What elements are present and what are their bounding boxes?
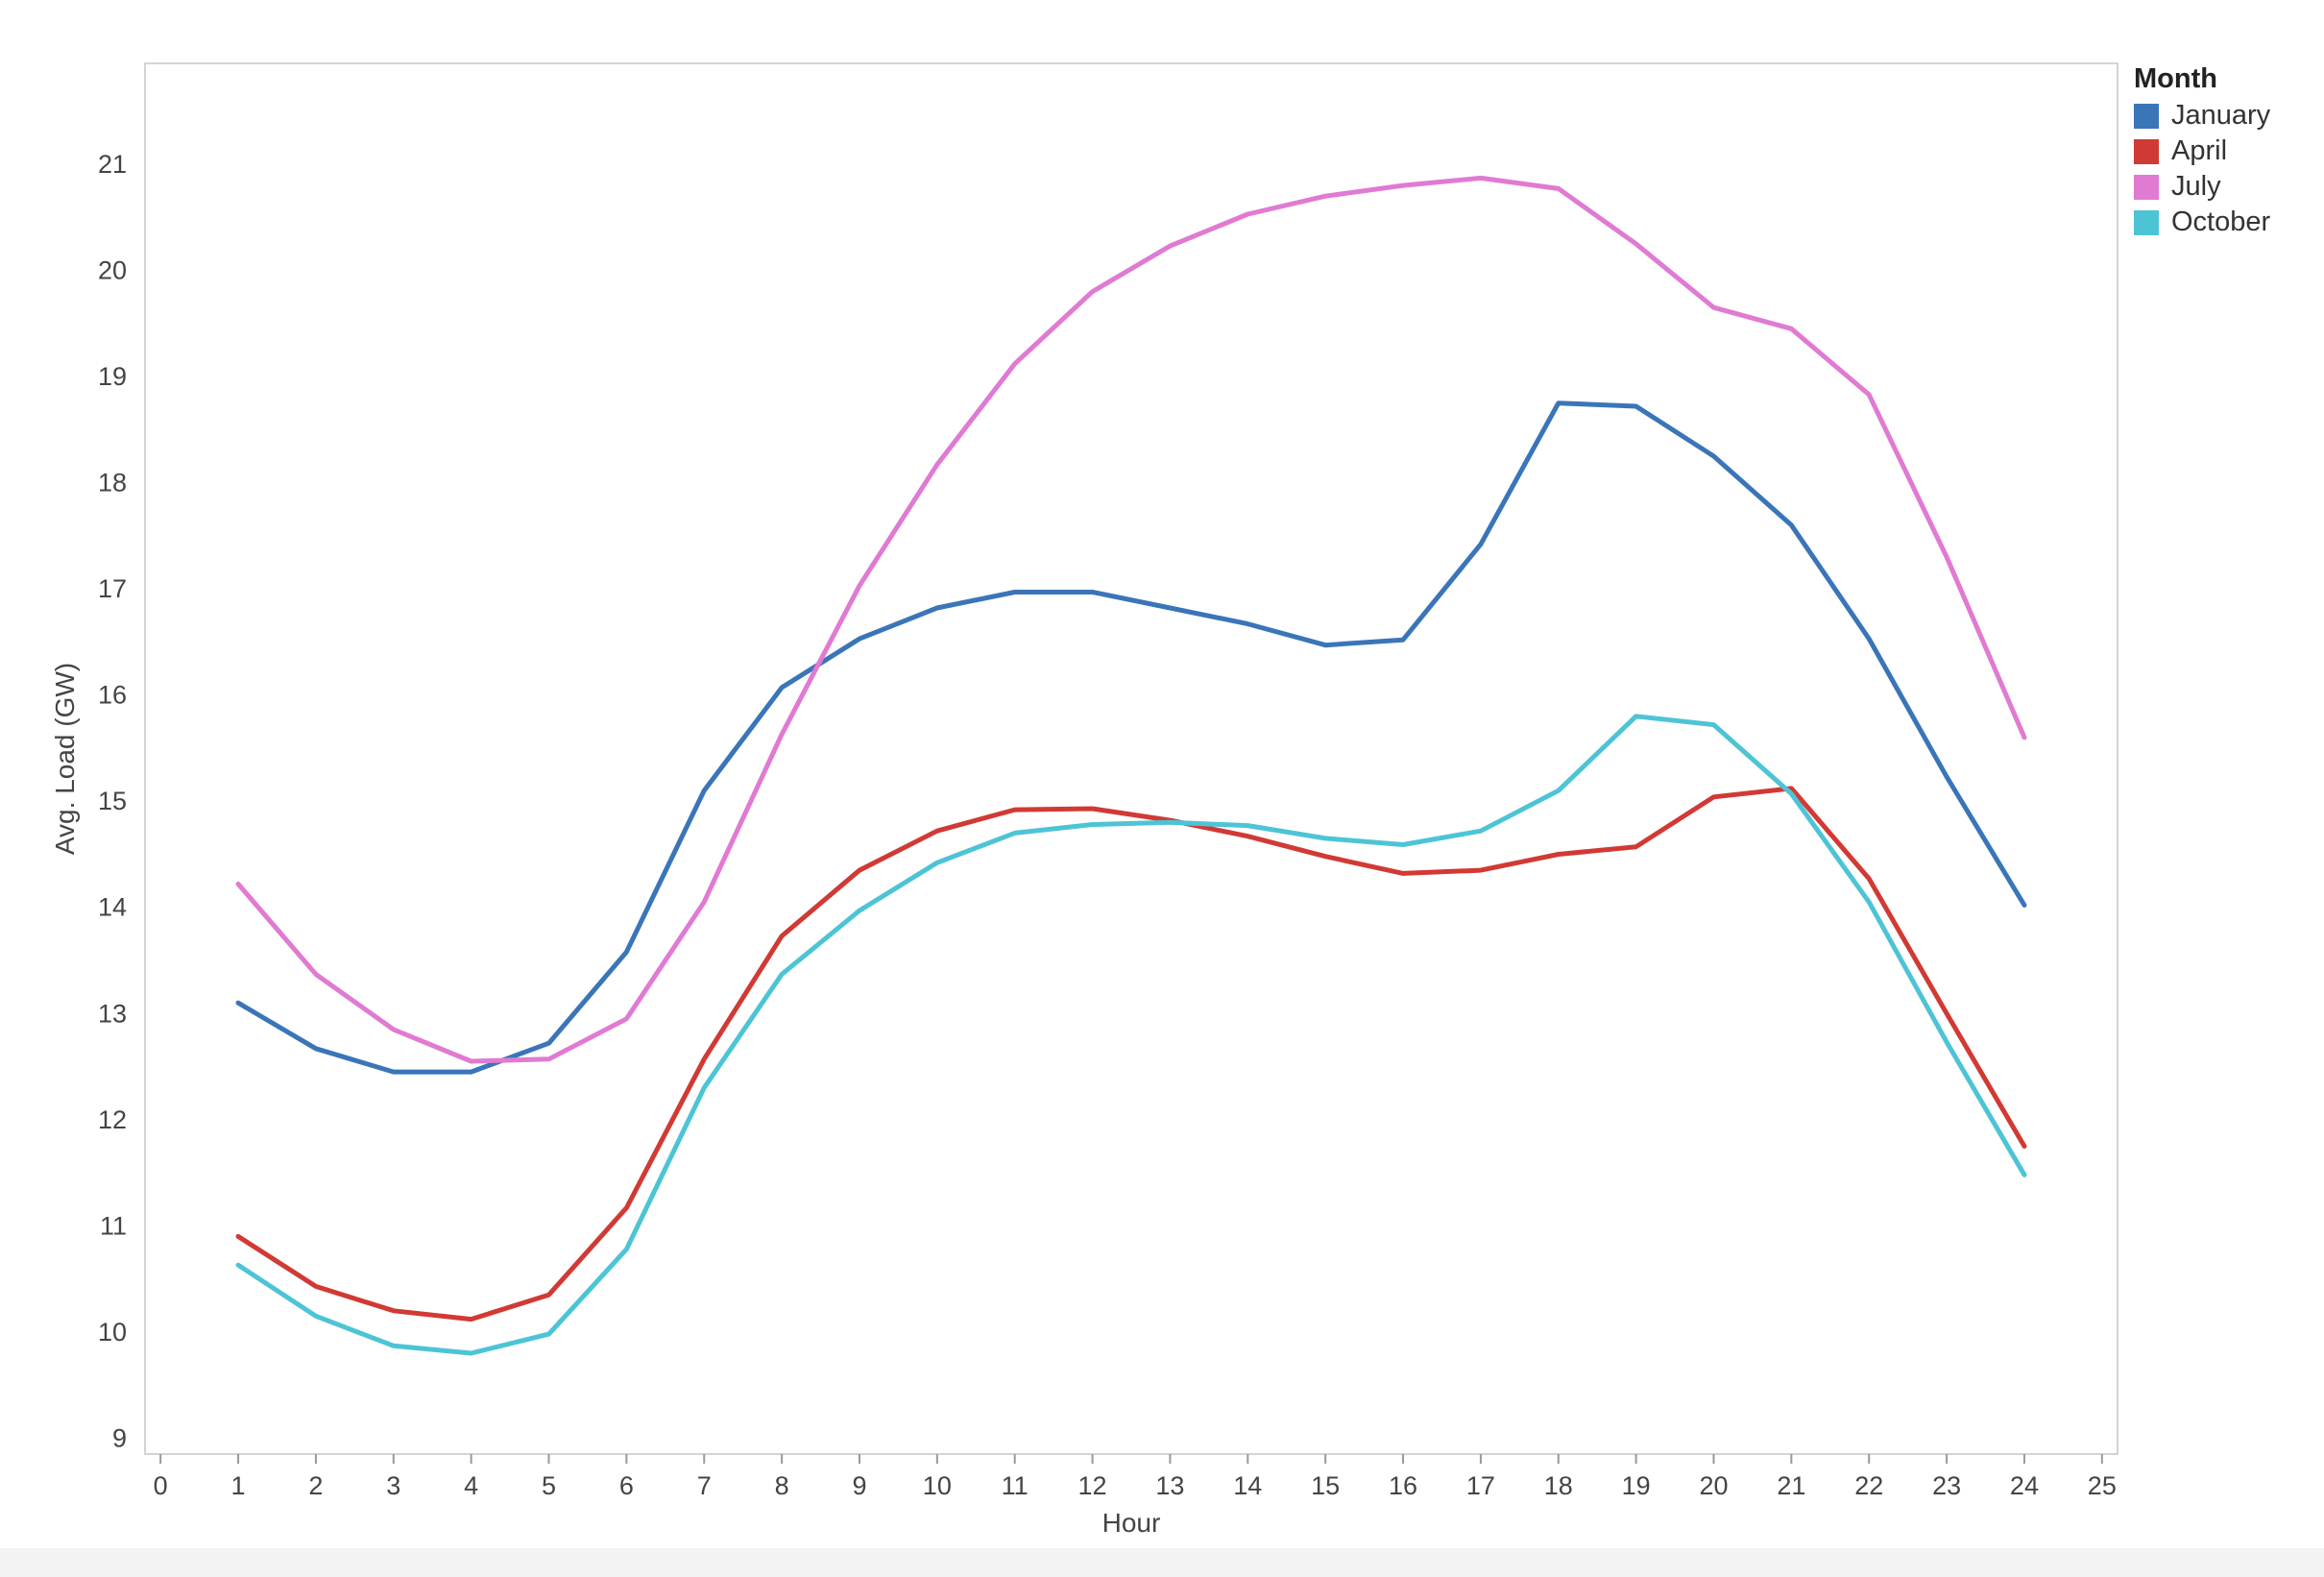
legend-swatch xyxy=(2134,174,2159,200)
series-line-january xyxy=(235,400,2027,1075)
x-tick-label: 18 xyxy=(1544,1471,1573,1500)
series-line-april xyxy=(235,786,2027,1322)
legend-items: January April July October xyxy=(2134,98,2316,240)
x-tick-label: 11 xyxy=(1002,1471,1029,1500)
y-tick-label: 12 xyxy=(98,1105,127,1134)
y-tick-label: 21 xyxy=(98,150,127,179)
y-tick-label: 14 xyxy=(98,893,127,922)
y-tick-label: 16 xyxy=(98,681,127,710)
x-tick-label: 7 xyxy=(697,1471,712,1500)
x-axis: 0 1 2 3 4 5 6 7 8 9 10 11 12 13 14 15 16 17 18 19 20 21 22 23 24… xyxy=(154,1454,2117,1500)
y-tick-label: 9 xyxy=(112,1423,127,1452)
y-tick-label: 15 xyxy=(98,787,127,815)
x-tick-label: 16 xyxy=(1389,1471,1417,1500)
x-tick-label: 17 xyxy=(1466,1471,1495,1500)
x-tick-label: 5 xyxy=(542,1471,556,1500)
x-tick-label: 21 xyxy=(1777,1471,1805,1500)
legend-item-july[interactable]: July xyxy=(2134,169,2316,205)
series-lines xyxy=(235,175,2027,1356)
legend-label: April xyxy=(2171,135,2228,166)
x-tick-label: 22 xyxy=(1854,1471,1883,1500)
x-tick-label: 24 xyxy=(2010,1471,2039,1500)
legend-label: July xyxy=(2171,171,2221,202)
x-tick-label: 9 xyxy=(852,1471,866,1500)
x-tick-label: 4 xyxy=(464,1471,478,1500)
y-tick-label: 18 xyxy=(98,469,127,497)
y-tick-label: 13 xyxy=(98,999,127,1028)
x-tick-label: 14 xyxy=(1233,1471,1262,1500)
legend-swatch xyxy=(2134,103,2159,129)
x-tick-label: 23 xyxy=(1932,1471,1961,1500)
legend-swatch xyxy=(2134,209,2159,235)
y-tick-label: 20 xyxy=(98,256,127,285)
legend-item-october[interactable]: October xyxy=(2134,205,2316,240)
legend-title: Month xyxy=(2134,63,2217,94)
legend-item-april[interactable]: April xyxy=(2134,133,2316,169)
y-axis: 9 10 11 12 13 14 15 16 17 18 19 20 21 xyxy=(98,150,127,1452)
legend: Month January April July October xyxy=(2134,63,2316,240)
x-tick-label: 6 xyxy=(619,1471,634,1500)
y-tick-label: 19 xyxy=(98,362,127,391)
y-tick-label: 17 xyxy=(98,574,127,603)
legend-item-january[interactable]: January xyxy=(2134,98,2316,133)
x-tick-label: 2 xyxy=(308,1471,323,1500)
legend-swatch xyxy=(2134,138,2159,164)
x-tick-label: 20 xyxy=(1699,1471,1728,1500)
x-tick-label: 0 xyxy=(154,1471,168,1500)
bottom-band xyxy=(0,1548,2324,1577)
x-tick-label: 19 xyxy=(1622,1471,1651,1500)
legend-label: January xyxy=(2171,100,2271,131)
x-tick-label: 25 xyxy=(2088,1471,2117,1500)
series-line-october xyxy=(235,714,2027,1356)
x-tick-label: 12 xyxy=(1078,1471,1107,1500)
x-tick-label: 13 xyxy=(1155,1471,1184,1500)
plot-area xyxy=(144,62,2118,1455)
x-tick-label: 15 xyxy=(1311,1471,1340,1500)
x-axis-title: Hour xyxy=(1102,1508,1161,1538)
x-tick-label: 3 xyxy=(386,1471,400,1500)
x-tick-label: 8 xyxy=(775,1471,789,1500)
x-tick-label: 10 xyxy=(923,1471,952,1500)
y-tick-label: 10 xyxy=(98,1318,127,1347)
y-axis-title: Avg. Load (GW) xyxy=(50,663,80,855)
legend-label: October xyxy=(2171,206,2271,237)
series-line-july xyxy=(235,175,2027,1064)
x-tick-label: 1 xyxy=(231,1471,246,1500)
y-tick-label: 11 xyxy=(100,1211,127,1240)
